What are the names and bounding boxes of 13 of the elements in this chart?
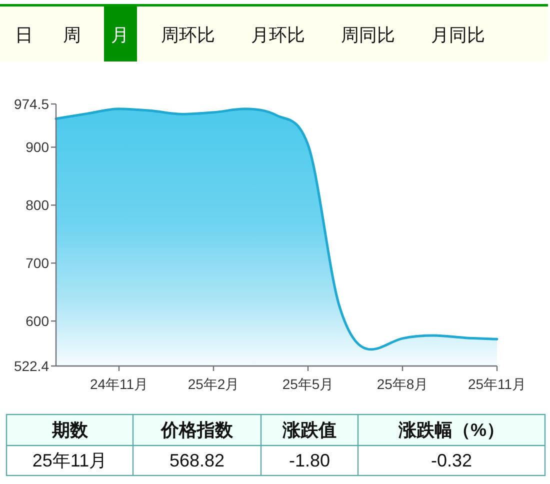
y-tick-label: 522.4 [14, 358, 50, 374]
table: 期数 价格指数 涨跌值 涨跌幅（%） 25年11月 568.82 -1.80 -0.32 [6, 414, 546, 476]
x-tick-label: 25年5月 [282, 376, 334, 392]
x-tick-label: 24年11月 [90, 376, 148, 392]
y-tick-label: 974.5 [14, 96, 50, 112]
y-tick-label: 900 [26, 139, 50, 156]
y-tick-label: 600 [26, 313, 50, 330]
x-tick-label: 25年2月 [188, 376, 240, 392]
x-tick-label: 25年8月 [376, 376, 428, 392]
x-tick-label: 25年11月 [468, 376, 526, 392]
y-tick-label: 700 [26, 255, 50, 272]
tabs: 日 周 月 周环比 月环比 周同比 月同比 [0, 4, 548, 62]
y-tick-label: 800 [26, 197, 50, 214]
